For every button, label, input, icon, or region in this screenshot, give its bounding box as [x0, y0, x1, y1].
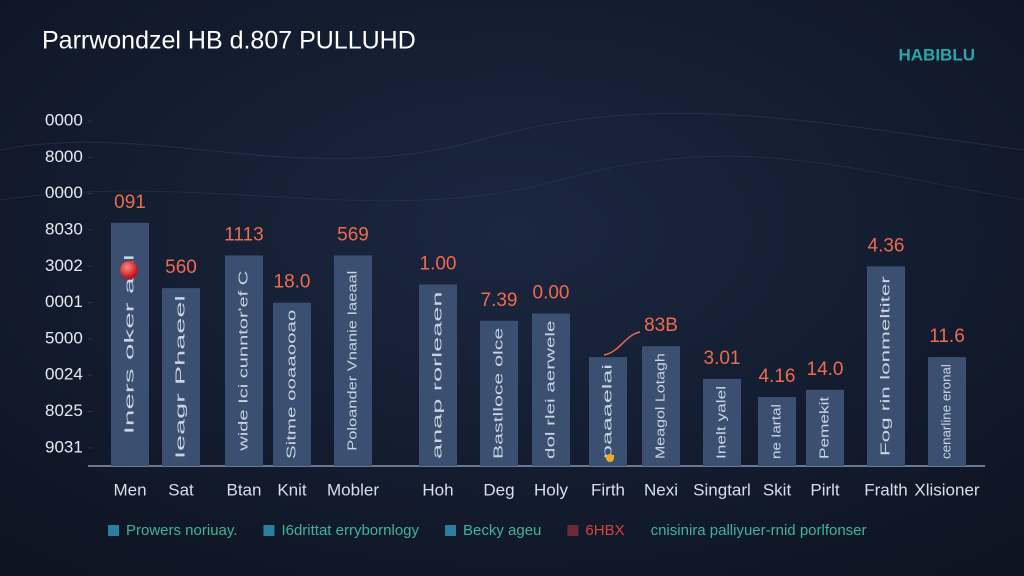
- chart-title: Parrwondzel HB d.807 PULLUHD: [42, 27, 416, 55]
- x-tick-label: Hoh: [422, 480, 453, 499]
- bar-label: 3.01: [704, 348, 741, 369]
- x-tick-label: Firth: [591, 480, 625, 499]
- legend-label: Becky ageu: [463, 522, 541, 539]
- sparkle: [606, 454, 614, 462]
- bar-label: 1113: [224, 224, 263, 245]
- x-tick-label: Mobler: [327, 480, 379, 499]
- y-tick-label: 8000: [45, 147, 83, 166]
- bar: [589, 357, 627, 466]
- bar-text: Sitme ooaaooao: [283, 310, 298, 459]
- bar: [273, 302, 311, 466]
- y-tick-label: 3002: [45, 256, 83, 275]
- bar: [532, 313, 570, 466]
- legend-label: 6HBX: [585, 522, 624, 539]
- x-tick-label: Holy: [534, 480, 569, 499]
- legend-swatch: [445, 525, 457, 536]
- decor-wave: [0, 155, 1024, 202]
- bar-label: 091: [114, 192, 146, 213]
- bar-text: Pemekit: [816, 396, 831, 459]
- bar-text: anap rorleaen: [429, 292, 444, 460]
- bar-text: cenarline eronal: [938, 364, 953, 459]
- bar-label: 569: [337, 224, 369, 245]
- y-tick-label: 0000: [45, 111, 83, 130]
- legend-label: cnisinira palliyuer-rnid porlfonser: [651, 522, 867, 539]
- x-tick-label: Knit: [277, 480, 307, 499]
- y-tick-label: 0000: [45, 183, 83, 202]
- bar-label: 560: [165, 257, 197, 278]
- x-tick-label: Deg: [483, 480, 514, 499]
- callout-curve: [603, 331, 641, 356]
- bar-label: 4.36: [868, 235, 905, 256]
- bar-text: Iners oker aal: [121, 254, 136, 434]
- bar-text: ne Iartal: [768, 404, 783, 459]
- bar-text: Meagol Lotagh: [652, 353, 667, 459]
- y-tick-label: 0001: [45, 292, 83, 311]
- bar: [867, 266, 905, 466]
- bar-label: 0.00: [533, 283, 570, 304]
- bar-label: 14.0: [807, 359, 844, 380]
- bar-text: Inelt yalel: [713, 386, 728, 459]
- bar-text: dol rlei aerwele: [542, 321, 557, 459]
- x-tick-label: Men: [113, 480, 146, 499]
- bar: [806, 389, 844, 466]
- bar: [758, 397, 796, 466]
- x-tick-label: Nexi: [644, 480, 678, 499]
- marker-dot: [120, 261, 138, 279]
- brand: HABIBLU: [899, 45, 976, 64]
- bar-text: Ieagr Phaeel: [172, 295, 187, 459]
- x-tick-label: Pirlt: [810, 480, 840, 499]
- bar: [928, 357, 966, 466]
- decor-wave: [0, 112, 1024, 160]
- legend-label: Prowers noriuay.: [126, 522, 237, 539]
- y-tick-label: 9031: [45, 437, 83, 456]
- bar: [419, 284, 457, 466]
- bar-text: paaaelai: [599, 364, 614, 459]
- bar-label: 11.6: [929, 326, 965, 347]
- legend-label: I6drittat errybornlogy: [281, 522, 419, 539]
- bar: [703, 378, 741, 466]
- bar-text: Poloander Vnanie Iaeaal: [344, 271, 359, 451]
- y-tick-label: 8030: [45, 220, 83, 239]
- legend-swatch: [263, 525, 275, 536]
- bar-label: 18.0: [274, 272, 311, 293]
- y-tick-label: 8025: [45, 401, 83, 420]
- bar: [480, 320, 518, 466]
- y-tick-label: 0024: [45, 365, 83, 384]
- bar: [225, 255, 263, 466]
- bar-text: Fog rin lonmeltiter: [877, 275, 892, 456]
- x-tick-label: Sat: [168, 480, 194, 499]
- bar-label: 1.00: [420, 254, 457, 275]
- x-tick-label: Singtarl: [693, 480, 751, 499]
- bar: [162, 288, 200, 466]
- legend-swatch: [108, 525, 119, 536]
- x-tick-label: Btan: [227, 480, 262, 499]
- x-tick-label: Fralth: [864, 480, 907, 499]
- bar: [642, 346, 680, 466]
- bar-label: 7.39: [481, 290, 518, 311]
- x-tick-label: Xlisioner: [914, 480, 980, 499]
- bar-label: 83B: [644, 315, 678, 336]
- bar-text: Bastlloce olce: [490, 328, 505, 459]
- x-tick-label: Skit: [763, 480, 792, 499]
- bar-text: wide Ici cunntor'ef C: [235, 271, 250, 453]
- legend-swatch: [567, 525, 579, 536]
- y-tick-label: 5000: [45, 328, 83, 347]
- bar: [334, 255, 372, 466]
- bar-label: 4.16: [759, 366, 796, 387]
